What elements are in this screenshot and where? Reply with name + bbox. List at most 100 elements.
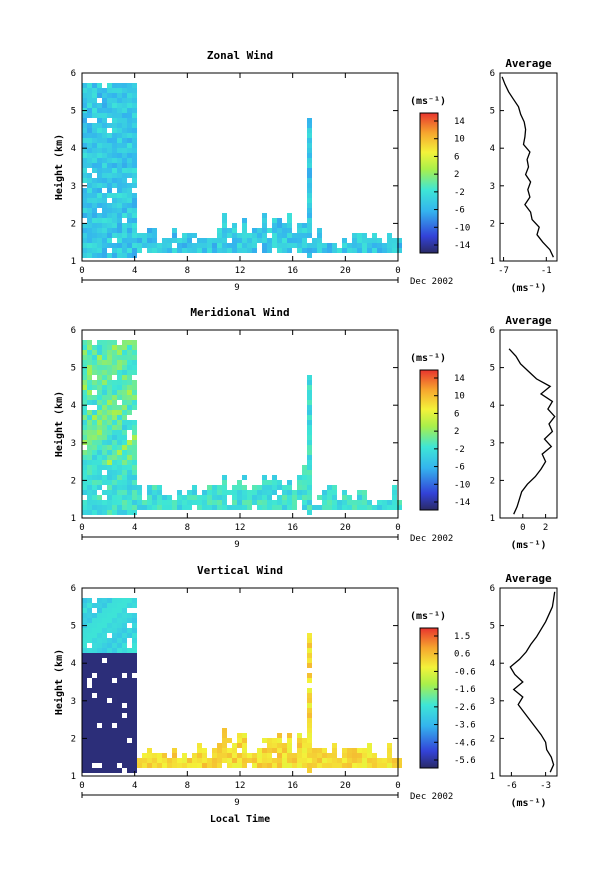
y-tick-label: 3 — [71, 697, 76, 707]
colorbar-tick-label: 14 — [454, 117, 465, 127]
date-label: Dec 2002 — [410, 277, 453, 287]
day-label: 9 — [234, 798, 239, 808]
average-y-label: 3 — [490, 182, 495, 192]
average-y-label: 3 — [490, 697, 495, 707]
average-y-label: 4 — [490, 659, 495, 669]
average-x-label: -6 — [506, 781, 517, 791]
average-title: Average — [505, 57, 552, 70]
x-tick-label: 16 — [287, 266, 298, 276]
y-tick-label: 4 — [71, 659, 76, 669]
x-tick-label: 0 — [395, 266, 400, 276]
colorbar-tick-label: 2 — [454, 427, 459, 437]
x-tick-label: 20 — [340, 523, 351, 533]
average-y-label: 2 — [490, 476, 495, 486]
y-tick-label: 5 — [71, 622, 76, 632]
average-x-label: 2 — [543, 523, 548, 533]
average-frame — [499, 72, 558, 262]
x-tick-label: 4 — [132, 781, 137, 791]
y-axis-label: Height (km) — [53, 649, 65, 715]
x-tick-label: 8 — [185, 523, 190, 533]
x-tick-label: 16 — [287, 523, 298, 533]
y-tick-label: 2 — [71, 219, 76, 229]
average-frame — [499, 587, 558, 777]
y-tick-label: 6 — [71, 584, 76, 594]
average-profile-line — [508, 348, 556, 515]
average-y-label: 5 — [490, 364, 495, 374]
colorbar-tick-label: -6 — [454, 463, 465, 473]
average-x-label: -3 — [540, 781, 551, 791]
colorbar-tick-label: -2 — [454, 188, 465, 198]
average-frame — [499, 329, 558, 519]
y-tick-label: 1 — [71, 257, 76, 267]
average-y-label: 5 — [490, 622, 495, 632]
y-tick-label: 5 — [71, 107, 76, 117]
colorbar-tick-label: 6 — [454, 409, 459, 419]
panel-title: Vertical Wind — [197, 564, 283, 577]
colorbar-tick-label: -14 — [454, 241, 470, 251]
average-y-label: 3 — [490, 439, 495, 449]
x-tick-label: 12 — [235, 523, 246, 533]
colorbar-tick-label: -1.6 — [454, 685, 476, 695]
y-tick-label: 2 — [71, 734, 76, 744]
average-y-label: 6 — [490, 326, 495, 336]
average-y-label: 4 — [490, 401, 495, 411]
colorbar-tick-label: 14 — [454, 374, 465, 384]
y-axis-label: Height (km) — [53, 391, 65, 457]
colorbar-tick-label: -6 — [454, 206, 465, 216]
x-tick-label: 12 — [235, 781, 246, 791]
average-x-label: -1 — [541, 266, 552, 276]
colorbar-unit: (ms⁻¹) — [410, 611, 446, 622]
y-tick-label: 3 — [71, 439, 76, 449]
colorbar-unit: (ms⁻¹) — [410, 353, 446, 364]
x-tick-label: 16 — [287, 781, 298, 791]
x-axis-title: Local Time — [210, 813, 270, 825]
average-unit: (ms⁻¹) — [510, 540, 546, 551]
colorbar — [419, 112, 439, 254]
panel-title: Zonal Wind — [207, 49, 273, 62]
colorbar-tick-label: -2.6 — [454, 703, 476, 713]
x-tick-label: 4 — [132, 266, 137, 276]
colorbar-tick-label: 0.6 — [454, 650, 470, 660]
average-y-label: 5 — [490, 107, 495, 117]
x-tick-label: 0 — [395, 781, 400, 791]
x-tick-label: 20 — [340, 266, 351, 276]
colorbar-tick-label: 6 — [454, 152, 459, 162]
y-tick-label: 1 — [71, 514, 76, 524]
average-profile-line — [501, 76, 554, 258]
average-profile-line — [509, 591, 556, 773]
colorbar — [419, 369, 439, 511]
colorbar-tick-label: -5.6 — [454, 756, 476, 766]
y-tick-label: 3 — [71, 182, 76, 192]
day-label: 9 — [234, 283, 239, 293]
heatmap-field — [82, 83, 402, 258]
y-tick-label: 6 — [71, 326, 76, 336]
average-y-label: 1 — [490, 257, 495, 267]
y-tick-label: 1 — [71, 772, 76, 782]
average-title: Average — [505, 314, 552, 327]
y-tick-label: 4 — [71, 401, 76, 411]
heatmap-field — [82, 598, 402, 773]
average-x-label: 0 — [520, 523, 525, 533]
y-tick-label: 6 — [71, 69, 76, 79]
colorbar-tick-label: -10 — [454, 480, 470, 490]
date-label: Dec 2002 — [410, 792, 453, 802]
colorbar-tick-label: -4.6 — [454, 738, 476, 748]
average-title: Average — [505, 572, 552, 585]
x-tick-label: 4 — [132, 523, 137, 533]
average-y-label: 2 — [490, 734, 495, 744]
y-tick-label: 2 — [71, 476, 76, 486]
y-tick-label: 5 — [71, 364, 76, 374]
x-tick-label: 0 — [395, 523, 400, 533]
colorbar — [419, 627, 439, 769]
y-axis-label: Height (km) — [53, 134, 65, 200]
average-unit: (ms⁻¹) — [510, 283, 546, 294]
colorbar-tick-label: 2 — [454, 170, 459, 180]
average-y-label: 6 — [490, 584, 495, 594]
day-label: 9 — [234, 540, 239, 550]
colorbar-unit: (ms⁻¹) — [410, 96, 446, 107]
average-y-label: 6 — [490, 69, 495, 79]
